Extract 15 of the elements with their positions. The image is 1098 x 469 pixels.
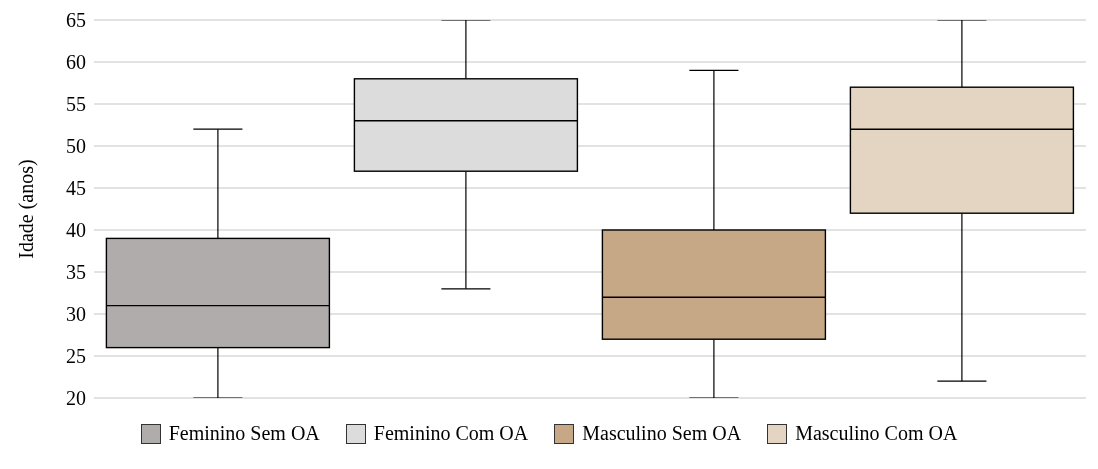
legend-label: Masculino Sem OA	[582, 422, 742, 445]
legend-label: Feminino Sem OA	[168, 422, 320, 445]
y-tick-label: 30	[66, 303, 86, 326]
y-tick-label: 65	[66, 9, 86, 32]
legend-label: Feminino Com OA	[373, 422, 529, 445]
y-tick-label: 50	[66, 135, 86, 158]
y-tick-label: 60	[66, 51, 86, 74]
y-tick-label: 40	[66, 219, 86, 242]
y-tick-label: 45	[66, 177, 86, 200]
y-tick-label: 55	[66, 93, 86, 116]
y-tick-label: 35	[66, 261, 86, 284]
legend-label: Masculino Com OA	[795, 422, 958, 445]
y-tick-label: 20	[66, 387, 86, 410]
y-axis-title: Idade (anos)	[15, 159, 39, 259]
y-tick-label: 25	[66, 345, 86, 368]
